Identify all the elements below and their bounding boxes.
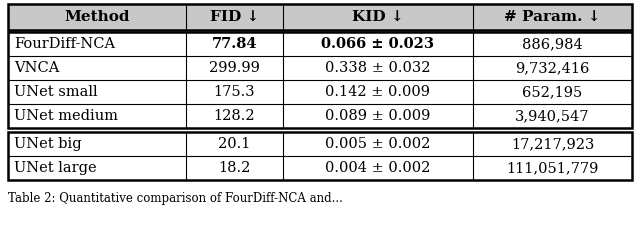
Text: 0.066 ± 0.023: 0.066 ± 0.023	[321, 37, 434, 51]
Text: VNCA: VNCA	[14, 61, 60, 75]
Text: 652,195: 652,195	[522, 85, 582, 99]
Text: 77.84: 77.84	[211, 37, 257, 51]
Bar	[8, 4, 632, 30]
Text: # Param. ↓: # Param. ↓	[504, 10, 601, 24]
Text: 0.338 ± 0.032: 0.338 ± 0.032	[325, 61, 431, 75]
Text: 175.3: 175.3	[213, 85, 255, 99]
Text: UNet big: UNet big	[14, 137, 82, 151]
Bar	[8, 4, 632, 30]
Text: UNet small: UNet small	[14, 85, 98, 99]
Text: 18.2: 18.2	[218, 161, 250, 175]
Text: 299.99: 299.99	[209, 61, 260, 75]
Text: FID ↓: FID ↓	[209, 10, 259, 24]
Text: 886,984: 886,984	[522, 37, 583, 51]
Text: UNet medium: UNet medium	[14, 109, 118, 123]
Text: Method: Method	[64, 10, 130, 24]
Text: 3,940,547: 3,940,547	[515, 109, 589, 123]
Text: 17,217,923: 17,217,923	[511, 137, 594, 151]
Bar	[8, 132, 632, 180]
Bar	[8, 32, 632, 128]
Text: 9,732,416: 9,732,416	[515, 61, 589, 75]
Text: 0.004 ± 0.002: 0.004 ± 0.002	[325, 161, 431, 175]
Text: UNet large: UNet large	[14, 161, 97, 175]
Text: 0.005 ± 0.002: 0.005 ± 0.002	[325, 137, 431, 151]
Text: Table 2: Quantitative comparison of FourDiff-NCA and...: Table 2: Quantitative comparison of Four…	[8, 192, 343, 205]
Text: 128.2: 128.2	[213, 109, 255, 123]
Text: 0.142 ± 0.009: 0.142 ± 0.009	[325, 85, 430, 99]
Bar	[8, 132, 632, 180]
Text: 111,051,779: 111,051,779	[506, 161, 598, 175]
Bar	[8, 32, 632, 128]
Text: KID ↓: KID ↓	[352, 10, 404, 24]
Text: 0.089 ± 0.009: 0.089 ± 0.009	[325, 109, 431, 123]
Text: FourDiff-NCA: FourDiff-NCA	[14, 37, 115, 51]
Text: 20.1: 20.1	[218, 137, 250, 151]
